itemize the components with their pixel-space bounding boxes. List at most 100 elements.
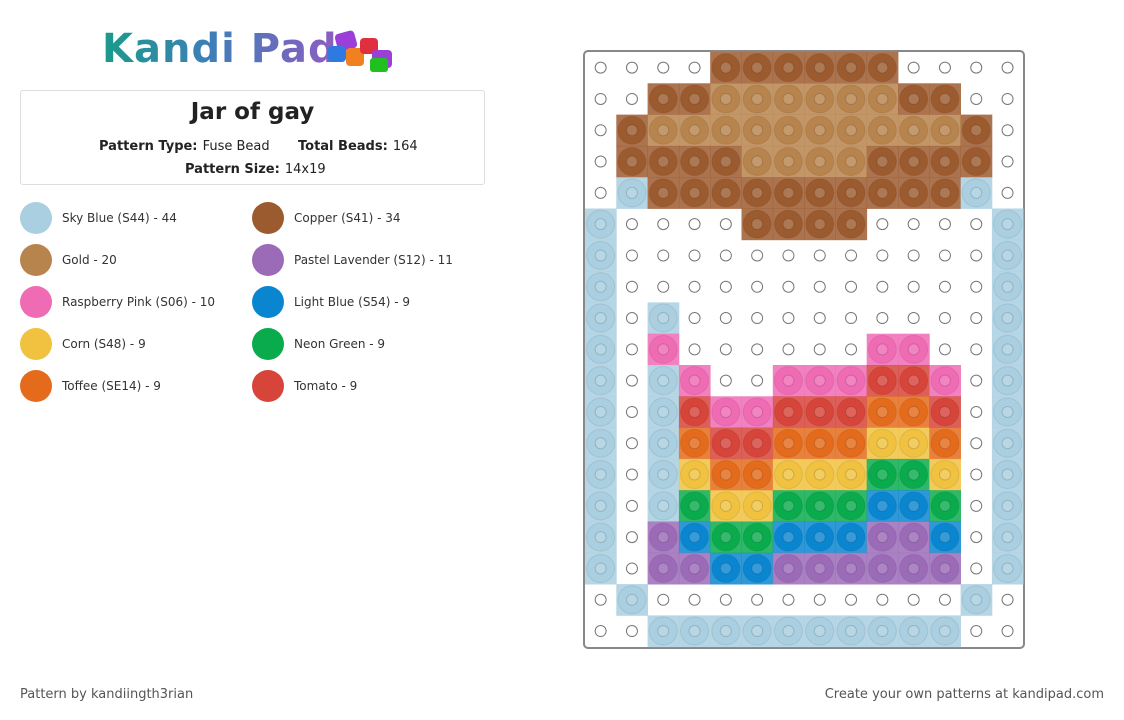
bead-hole: [1001, 374, 1014, 387]
bead-hole: [719, 124, 732, 137]
bead-hole: [813, 155, 826, 168]
empty-peg: [876, 280, 889, 293]
bead-hole: [688, 562, 701, 575]
bead-hole: [907, 92, 920, 105]
bead: [805, 397, 835, 427]
bead-hole: [657, 405, 670, 418]
legend-label: Corn (S48) - 9: [62, 337, 146, 351]
bead: [711, 397, 741, 427]
empty-peg: [970, 374, 983, 387]
bead: [711, 115, 741, 145]
empty-peg: [782, 280, 795, 293]
empty-peg: [688, 218, 701, 231]
bead: [680, 522, 710, 552]
bead-hole: [751, 92, 764, 105]
bead: [648, 366, 678, 396]
bead-hole: [907, 186, 920, 199]
logo[interactable]: Kandi Pad: [102, 26, 338, 72]
bead-hole: [813, 124, 826, 137]
bead: [867, 553, 897, 583]
bead: [867, 397, 897, 427]
bead-hole: [657, 155, 670, 168]
empty-peg: [876, 218, 889, 231]
bead-hole: [938, 124, 951, 137]
bead: [836, 522, 866, 552]
bead-hole: [751, 186, 764, 199]
bead: [836, 53, 866, 83]
bead: [836, 115, 866, 145]
empty-peg: [688, 249, 701, 262]
legend-label: Pastel Lavender (S12) - 11: [294, 253, 453, 267]
bead: [867, 178, 897, 208]
bead-hole: [876, 625, 889, 638]
empty-peg: [625, 343, 638, 356]
cta[interactable]: Create your own patterns at kandipad.com: [824, 687, 1104, 702]
empty-peg: [719, 312, 732, 325]
bead-hole: [876, 405, 889, 418]
empty-peg: [751, 343, 764, 356]
bead: [993, 491, 1023, 521]
empty-peg: [970, 312, 983, 325]
empty-peg: [1001, 593, 1014, 606]
empty-peg: [688, 280, 701, 293]
bead-hole: [813, 61, 826, 74]
bead: [773, 84, 803, 114]
empty-peg: [594, 625, 607, 638]
bead-hole: [657, 562, 670, 575]
bead: [773, 209, 803, 239]
empty-peg: [751, 249, 764, 262]
bead: [773, 397, 803, 427]
bead-hole: [719, 437, 732, 450]
empty-peg: [594, 155, 607, 168]
empty-peg: [907, 280, 920, 293]
bead-hole: [876, 437, 889, 450]
legend-item: Pastel Lavender (S12) - 11: [252, 244, 453, 276]
bead: [899, 115, 929, 145]
empty-peg: [938, 61, 951, 74]
empty-peg: [907, 312, 920, 325]
bead: [836, 428, 866, 458]
bead-hole: [970, 155, 983, 168]
bead-hole: [876, 531, 889, 544]
bead-hole: [813, 405, 826, 418]
bead: [836, 397, 866, 427]
size-value: 14x19: [284, 162, 326, 177]
bead: [742, 178, 772, 208]
empty-peg: [625, 92, 638, 105]
empty-peg: [625, 468, 638, 481]
bead-hole: [1001, 562, 1014, 575]
bead: [680, 147, 710, 177]
bead-hole: [782, 374, 795, 387]
empty-peg: [845, 593, 858, 606]
bead-hole: [876, 155, 889, 168]
empty-peg: [782, 312, 795, 325]
beads-value: 164: [392, 139, 418, 154]
bead-hole: [657, 437, 670, 450]
empty-peg: [970, 531, 983, 544]
bead-hole: [813, 468, 826, 481]
credit: Pattern by kandiingth3rian: [20, 687, 194, 702]
empty-peg: [970, 249, 983, 262]
bead: [867, 366, 897, 396]
empty-peg: [594, 61, 607, 74]
bead-hole: [782, 124, 795, 137]
bead-hole: [594, 312, 607, 325]
empty-peg: [594, 186, 607, 199]
bead: [993, 272, 1023, 302]
bead: [836, 460, 866, 490]
bead: [867, 334, 897, 364]
bead-hole: [813, 531, 826, 544]
empty-peg: [970, 61, 983, 74]
empty-peg: [657, 280, 670, 293]
bead: [648, 428, 678, 458]
bead: [586, 366, 616, 396]
empty-peg: [938, 593, 951, 606]
bead: [680, 616, 710, 646]
bead-hole: [845, 437, 858, 450]
legend-label: Sky Blue (S44) - 44: [62, 211, 177, 225]
empty-peg: [938, 249, 951, 262]
bead-hole: [970, 124, 983, 137]
legend-swatch: [252, 286, 284, 318]
empty-peg: [625, 218, 638, 231]
empty-peg: [970, 468, 983, 481]
